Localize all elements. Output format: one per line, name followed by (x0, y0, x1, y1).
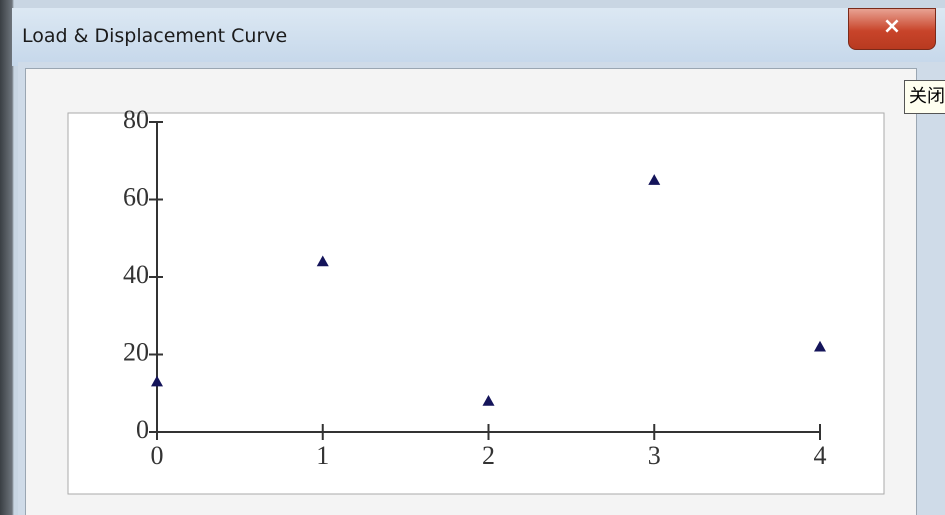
y-tick-label: 0 (136, 415, 149, 444)
marker (151, 375, 163, 387)
window-title: Load & Displacement Curve (22, 25, 288, 47)
x-tick-label: 0 (151, 441, 164, 470)
y-tick-label: 60 (123, 182, 149, 211)
y-tick-label: 80 (123, 105, 149, 134)
x-tick-label: 2 (482, 441, 495, 470)
marker (316, 255, 329, 267)
y-tick-label: 40 (123, 260, 149, 289)
marker (648, 174, 661, 185)
y-tick-label: 20 (123, 337, 149, 366)
plot-area (67, 112, 885, 495)
x-tick-label: 4 (814, 441, 827, 470)
close-button[interactable]: × (848, 8, 936, 50)
x-tick-label: 3 (648, 441, 661, 470)
title-bar: Load & Displacement Curve (12, 8, 945, 66)
marker (814, 340, 826, 352)
marker (482, 395, 495, 406)
tooltip: 关闭 (904, 80, 945, 114)
x-tick-label: 1 (316, 441, 329, 470)
